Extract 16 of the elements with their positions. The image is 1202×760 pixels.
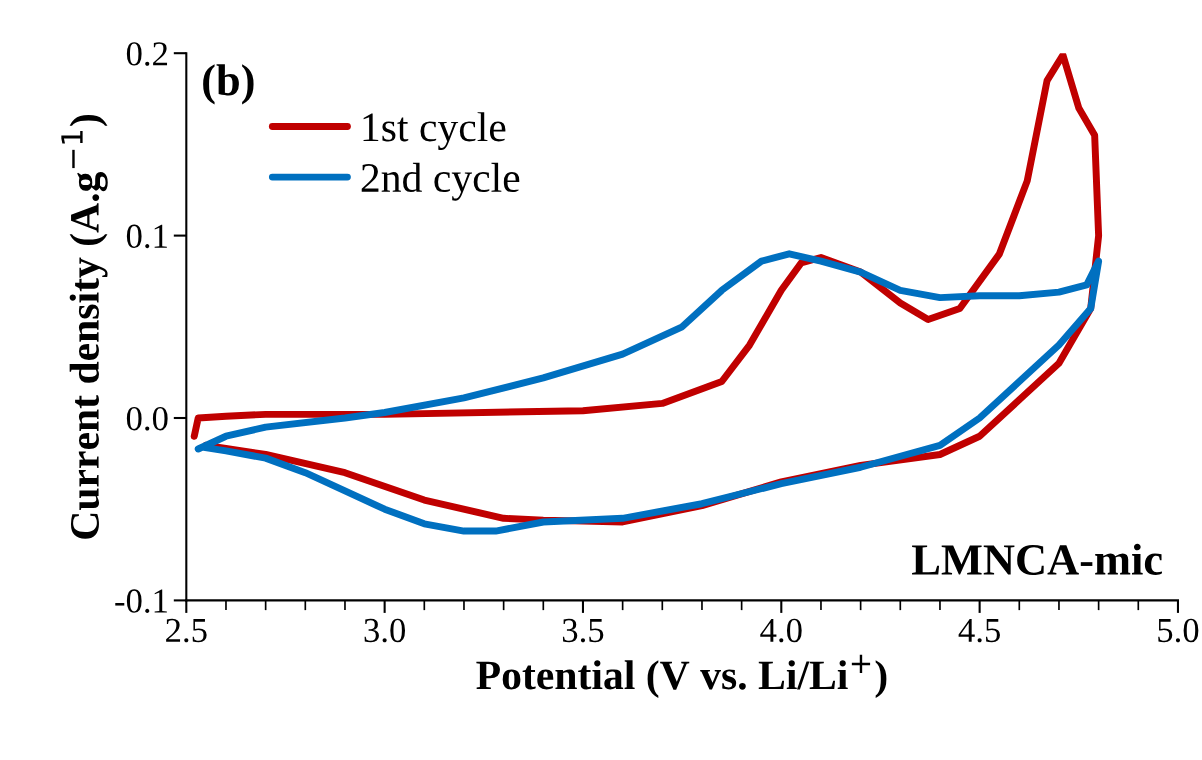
x-tick-label: 2.5 <box>166 618 207 643</box>
x-tick-label: 3.0 <box>364 618 406 643</box>
x-axis-title: Potential (V vs. Li/Li$^{+}$) <box>476 654 887 698</box>
legend-label: 1st cycle <box>363 112 506 151</box>
x-tick-label: 4.0 <box>760 618 802 643</box>
annotation: LMNCA-mic <box>912 543 1162 575</box>
y-tick-label: 0.0 <box>126 406 168 431</box>
y-axis-title: Current density (A.g$^{−1}$) <box>61 115 108 539</box>
x-tick-label: 3.5 <box>562 618 604 643</box>
y-tick-label: 0.2 <box>126 42 168 66</box>
annotation: (b) <box>203 64 254 105</box>
x-tick-label: 5.0 <box>1158 618 1199 643</box>
y-tick-label: -0.1 <box>115 589 167 613</box>
legend-label: 2nd cycle <box>361 162 520 201</box>
y-tick-label: 0.1 <box>126 224 167 249</box>
x-tick-label: 4.5 <box>958 619 1000 643</box>
